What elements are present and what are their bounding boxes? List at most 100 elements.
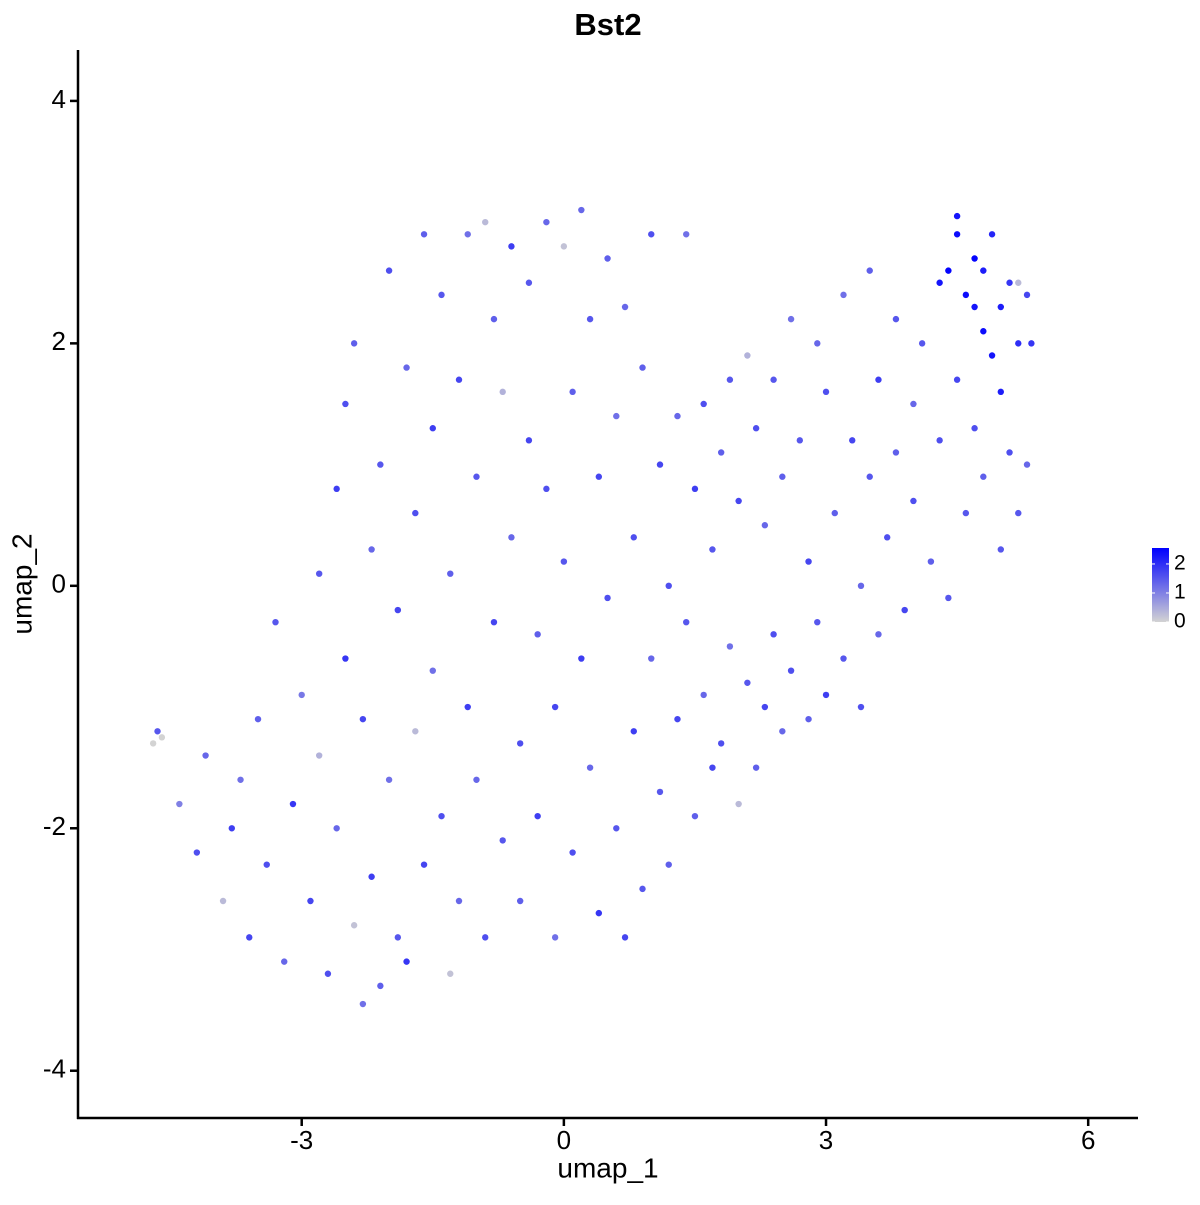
point — [971, 303, 978, 311]
point — [761, 522, 769, 529]
point — [971, 425, 978, 432]
point — [691, 485, 699, 493]
point — [176, 800, 183, 808]
point — [412, 728, 419, 735]
point — [569, 388, 576, 396]
point — [884, 534, 891, 541]
colorbar-tick-label: 1 — [1174, 581, 1186, 604]
point — [936, 279, 943, 286]
point — [875, 376, 882, 383]
point — [770, 631, 777, 638]
point — [385, 267, 393, 274]
point — [455, 897, 463, 905]
point — [534, 631, 541, 638]
point — [665, 582, 672, 590]
point — [866, 473, 873, 480]
point — [918, 340, 926, 347]
point — [412, 509, 419, 517]
point — [447, 570, 454, 577]
x-tick-label: 3 — [819, 1125, 833, 1155]
point — [368, 873, 375, 880]
point — [988, 352, 996, 359]
point — [857, 582, 865, 590]
point — [936, 437, 943, 444]
point — [359, 715, 367, 723]
point — [910, 497, 917, 505]
point — [604, 594, 611, 602]
point — [551, 703, 559, 711]
point — [350, 922, 358, 929]
point — [508, 243, 515, 250]
point — [202, 752, 209, 759]
point — [560, 558, 568, 565]
y-tick-label: 4 — [52, 84, 66, 114]
point — [910, 400, 917, 408]
point — [534, 812, 541, 820]
point — [394, 934, 402, 941]
point — [761, 703, 769, 711]
point — [621, 303, 629, 311]
point — [429, 667, 436, 674]
point — [1015, 279, 1022, 286]
point — [569, 849, 576, 856]
colorbar-tick-label: 0 — [1174, 610, 1186, 633]
point — [656, 461, 664, 468]
point — [875, 631, 882, 638]
point — [193, 849, 201, 856]
point — [377, 461, 384, 468]
point — [805, 558, 812, 565]
point — [805, 715, 812, 723]
point — [455, 376, 463, 383]
point — [464, 231, 471, 238]
point — [717, 740, 725, 747]
point — [735, 497, 742, 505]
point — [586, 315, 594, 323]
point — [482, 218, 489, 226]
point — [333, 825, 340, 832]
point — [752, 764, 760, 771]
point — [717, 449, 725, 456]
point — [420, 231, 428, 238]
point — [962, 509, 970, 517]
point — [752, 425, 760, 432]
point — [814, 618, 821, 626]
point — [149, 740, 157, 747]
point — [1006, 279, 1013, 286]
point — [831, 509, 838, 517]
point — [359, 1000, 367, 1008]
y-axis-title: umap_2 — [6, 533, 37, 634]
point — [377, 982, 384, 990]
point — [840, 655, 847, 662]
point — [154, 728, 161, 735]
point — [219, 897, 227, 905]
point — [578, 206, 585, 214]
points — [149, 206, 1035, 1008]
point — [342, 400, 349, 408]
point — [656, 788, 664, 796]
point — [342, 655, 349, 662]
point — [814, 340, 821, 347]
point — [630, 728, 637, 735]
point — [822, 388, 830, 396]
point — [516, 740, 524, 747]
y-tick-label: -2 — [43, 811, 66, 841]
x-axis-title: umap_1 — [557, 1152, 658, 1183]
point — [630, 534, 637, 541]
point — [613, 825, 620, 832]
chart-title: Bst2 — [574, 7, 641, 42]
point — [988, 231, 996, 238]
point — [298, 691, 305, 699]
point — [726, 376, 734, 383]
point — [849, 437, 856, 444]
point — [473, 473, 480, 480]
point — [604, 255, 611, 262]
point — [997, 546, 1005, 553]
point — [246, 934, 253, 941]
point — [945, 594, 952, 602]
point — [691, 812, 699, 820]
point — [962, 291, 970, 299]
point — [648, 231, 655, 238]
point — [621, 934, 629, 941]
point — [980, 328, 987, 335]
